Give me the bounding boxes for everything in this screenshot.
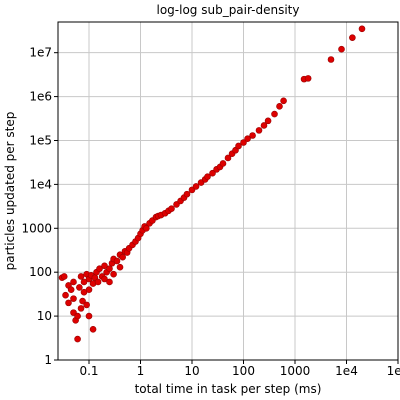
data-point [280,97,287,105]
data-points [58,25,366,343]
data-point [327,56,335,63]
data-point [80,278,88,286]
x-tick-label: 1e5 [387,364,400,378]
data-point [271,110,278,118]
plot-border [57,21,399,361]
y-tick-label: 10 [37,309,52,323]
data-point [62,291,69,299]
data-point [116,263,124,271]
data-point [77,305,85,312]
x-axis-label: total time in task per step (ms) [135,382,322,396]
data-point [106,278,113,286]
chart-title: log-log sub_pair-density [156,3,299,17]
data-point [83,301,90,309]
data-point [264,117,272,125]
data-point [240,139,247,146]
x-tick-label: 1 [137,364,145,378]
data-point [65,299,72,307]
data-point [209,169,216,177]
y-tick-label: 1e7 [29,46,52,60]
data-point [85,312,93,320]
y-tick-label: 1000 [21,221,52,235]
data-point [70,295,77,302]
data-point [60,273,68,280]
data-point [101,275,108,283]
data-point [304,75,312,82]
data-point [67,286,75,293]
data-point [89,326,97,333]
y-tick-label: 1e4 [29,177,52,191]
data-point [77,273,85,280]
x-tick-label: 10 [184,364,199,378]
y-axis-label: particles updated per step [3,112,17,271]
data-point [224,154,232,162]
data-point [338,45,345,53]
data-point [79,297,86,305]
data-point [85,286,93,293]
data-point [74,312,81,320]
plot-area [57,21,399,361]
data-point [168,205,175,212]
data-point [101,262,108,270]
y-tick-label: 1 [44,353,52,367]
data-point [70,278,77,286]
data-point [358,25,366,33]
data-point [219,160,227,167]
y-tick-label: 1e5 [29,133,52,147]
data-point [235,142,242,150]
data-point [119,253,126,261]
data-point [143,224,150,232]
data-point [349,34,356,41]
data-point [74,335,81,343]
data-point [244,135,251,142]
data-point [276,103,283,110]
data-point [255,127,263,134]
data-point [106,265,113,273]
x-tick-label: 1000 [280,364,311,378]
data-point [113,257,121,265]
data-point [249,132,256,139]
x-tick-label: 1e4 [335,364,358,378]
data-point [260,122,268,129]
data-point [76,284,83,291]
x-tick-label: 100 [232,364,255,378]
x-tick-label: 0.1 [79,364,98,378]
data-point [192,183,200,190]
axis-ticks: 0.1 1 10 100 1000 1e4 1e5 1 10 100 1000 1e4 1e5 1e6 1e… [21,46,400,378]
y-tick-label: 100 [29,265,52,279]
data-point [96,265,103,273]
y-tick-label: 1e6 [29,90,52,104]
data-point [204,173,211,180]
data-point [183,190,191,198]
data-point [94,278,102,286]
data-point [110,270,117,278]
